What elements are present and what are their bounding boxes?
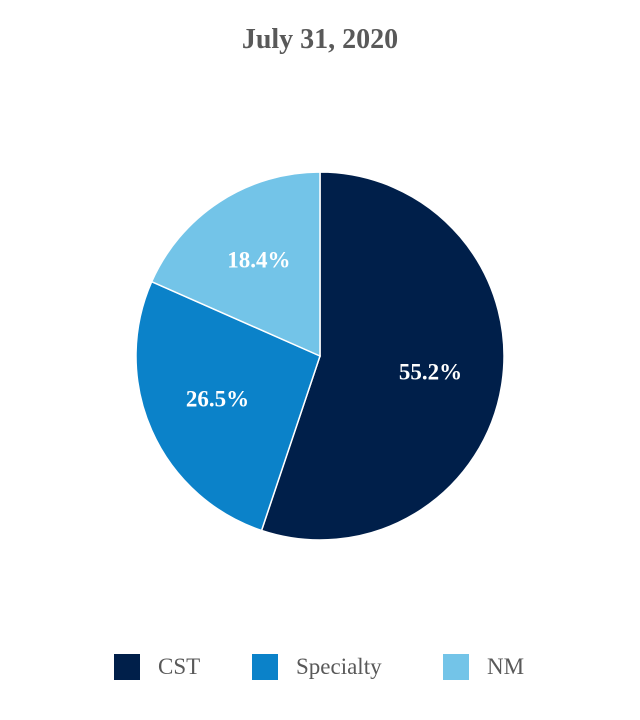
slice-label-nm: 18.4%	[227, 247, 290, 272]
legend-label-nm: NM	[487, 654, 525, 679]
legend-label-cst: CST	[158, 654, 201, 679]
slice-label-cst: 55.2%	[399, 359, 462, 384]
legend-item-specialty: Specialty	[252, 650, 382, 684]
legend-item-nm: NM	[443, 650, 524, 684]
pie-slice-cst	[260, 171, 505, 541]
legend: CST Specialty NM	[0, 650, 640, 684]
chart-title: July 31, 2020	[241, 24, 399, 55]
legend-swatch-cst	[114, 654, 140, 680]
legend-swatch-specialty	[252, 654, 278, 680]
legend-swatch-nm	[443, 654, 469, 680]
pie-slice-specialty	[135, 280, 321, 532]
legend-label-specialty: Specialty	[296, 654, 382, 679]
legend-item-cst: CST	[114, 650, 200, 684]
slice-label-specialty: 26.5%	[186, 387, 249, 412]
pie-slice-nm	[150, 171, 321, 358]
